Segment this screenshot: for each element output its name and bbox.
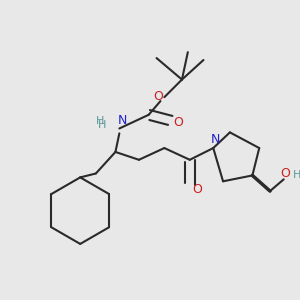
Text: O: O	[154, 90, 164, 103]
Text: H: H	[98, 120, 106, 130]
Text: O: O	[193, 183, 202, 196]
Text: O: O	[281, 167, 291, 180]
Text: O: O	[173, 116, 183, 129]
Text: H: H	[96, 116, 104, 126]
Text: N: N	[211, 133, 220, 146]
Text: N: N	[118, 114, 127, 127]
Text: H: H	[293, 170, 300, 180]
